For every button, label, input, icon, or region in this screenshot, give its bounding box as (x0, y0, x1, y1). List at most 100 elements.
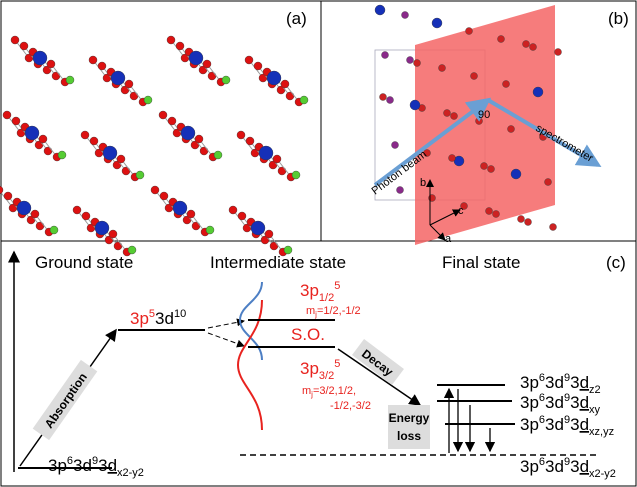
state-title: Ground state (35, 253, 133, 272)
atom (259, 146, 273, 160)
atom (111, 71, 125, 85)
axis-label: c (458, 205, 464, 217)
atom (103, 146, 117, 160)
atom (73, 206, 81, 214)
atom (66, 76, 74, 84)
atom (39, 135, 47, 143)
atom (187, 210, 195, 218)
atom (300, 96, 308, 104)
atom (214, 151, 222, 159)
arrow-label: loss (397, 429, 421, 443)
atom (292, 171, 300, 179)
atom (392, 142, 399, 149)
atom (387, 97, 394, 104)
atom (251, 221, 265, 235)
text-part: 3p (48, 456, 67, 475)
atom (238, 212, 246, 220)
atom (229, 206, 237, 214)
atom (114, 242, 122, 250)
level-label: 3p63d93dx2-y2 (520, 456, 616, 480)
atom (523, 41, 530, 48)
atom (281, 80, 289, 88)
atom (109, 230, 117, 238)
atom (3, 111, 11, 119)
text-part: 3d (73, 456, 92, 475)
level-label: 3p63d93dxz,yz (520, 414, 614, 438)
text-part: 3 (98, 456, 107, 475)
atom (81, 131, 89, 139)
atom (208, 72, 216, 80)
state-title: Final state (442, 253, 520, 272)
arrow-label: Absorption (42, 370, 90, 430)
atom (525, 219, 532, 226)
atom (493, 211, 500, 218)
energy-loss-arrows (449, 389, 490, 453)
text-part: 3d (545, 393, 564, 412)
atom (206, 226, 214, 234)
atom (89, 56, 97, 64)
atom (17, 201, 31, 215)
level-label: mj=3/2,1/2, (302, 385, 356, 399)
atom (545, 179, 552, 186)
atom (410, 100, 420, 110)
panel-label: (c) (606, 253, 626, 272)
atom (200, 147, 208, 155)
arrow-label: Energy (389, 411, 430, 425)
text-part: d (580, 393, 589, 412)
atom (439, 65, 446, 72)
arrow (208, 321, 244, 328)
atom (36, 222, 44, 230)
atom (151, 186, 159, 194)
atom (498, 36, 505, 43)
state-title: Intermediate state (210, 253, 346, 272)
atom (267, 71, 281, 85)
text-part: x2-y2 (117, 467, 144, 479)
atom (122, 167, 130, 175)
level-label: 3p3/25 (300, 358, 340, 382)
atom (508, 126, 515, 133)
atom (533, 87, 543, 97)
atom (47, 60, 55, 68)
decay-label: Decay (352, 339, 404, 385)
atom (117, 155, 125, 163)
atom (130, 92, 138, 100)
atom (222, 76, 230, 84)
level-label: 3p1/25 (300, 280, 340, 304)
atom (95, 221, 109, 235)
level-label: S.O. (291, 325, 325, 344)
atom (168, 117, 176, 125)
atom (20, 42, 28, 50)
text-part: 3p (520, 415, 539, 434)
text-part: x2-y2 (589, 468, 616, 480)
atom (82, 212, 90, 220)
text-part: 3 (570, 415, 579, 434)
text-part: 3 (570, 393, 579, 412)
text-part: 3 (570, 373, 579, 392)
atom (58, 151, 66, 159)
atom (237, 131, 245, 139)
arrow (208, 333, 244, 346)
atom (402, 12, 409, 19)
atom (245, 56, 253, 64)
text-part: d (580, 415, 589, 434)
atom (192, 222, 200, 230)
atom (511, 169, 521, 179)
text-part: xy (589, 404, 601, 416)
atom (4, 192, 12, 200)
panel-label: (b) (608, 9, 629, 28)
atom (466, 28, 473, 35)
atom (203, 60, 211, 68)
atom (530, 44, 537, 51)
atom (144, 96, 152, 104)
atom (52, 72, 60, 80)
atom (550, 224, 557, 231)
text-part: 3d (545, 457, 564, 476)
axis-label: a (445, 233, 452, 245)
atom (189, 51, 203, 65)
atom (449, 155, 456, 162)
atom (380, 94, 387, 101)
text-part: 3p (520, 457, 539, 476)
text-part: 3p (520, 373, 539, 392)
atom (486, 208, 493, 215)
atom (471, 73, 478, 80)
